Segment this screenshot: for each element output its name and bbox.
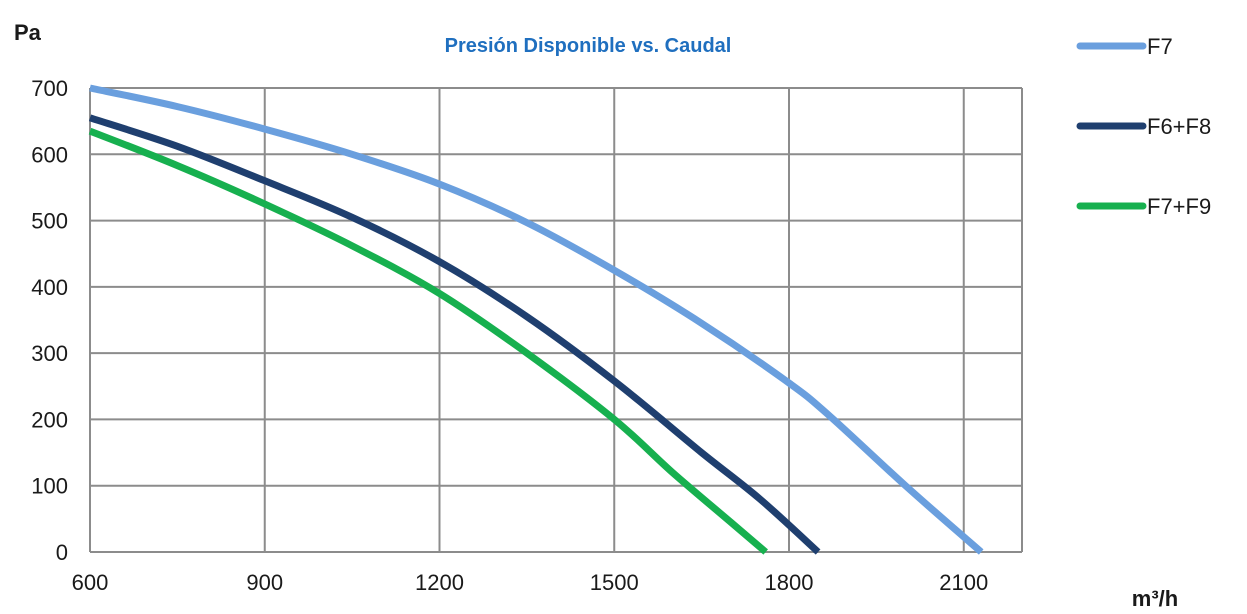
legend: F7 F6+F8 F7+F9 bbox=[1076, 34, 1211, 219]
x-tick-label: 1200 bbox=[415, 570, 464, 595]
legend-label-f7: F7 bbox=[1147, 34, 1173, 59]
chart-title: Presión Disponible vs. Caudal bbox=[445, 35, 732, 57]
y-tick-label: 700 bbox=[31, 76, 68, 101]
x-tick-label: 900 bbox=[246, 570, 283, 595]
y-tick-label: 600 bbox=[31, 142, 68, 167]
legend-label-f6-f8: F6+F8 bbox=[1147, 114, 1211, 139]
y-tick-label: 100 bbox=[31, 474, 68, 499]
x-axis-label: m³/h bbox=[1132, 586, 1178, 611]
series-lines bbox=[88, 84, 984, 555]
y-tick-label: 200 bbox=[31, 407, 68, 432]
grid-lines bbox=[89, 87, 1023, 553]
series-line-f7-f9 bbox=[88, 127, 768, 555]
x-tick-label: 2100 bbox=[939, 570, 988, 595]
axis-ticks: 0 100 200 300 400 500 600 700 600 900 1200 1500 1800… bbox=[31, 76, 988, 595]
y-tick-label: 0 bbox=[56, 540, 68, 565]
x-tick-label: 600 bbox=[72, 570, 109, 595]
legend-label-f7-f9: F7+F9 bbox=[1147, 194, 1211, 219]
y-tick-label: 300 bbox=[31, 341, 68, 366]
x-tick-label: 1800 bbox=[765, 570, 814, 595]
y-tick-label: 400 bbox=[31, 275, 68, 300]
y-tick-label: 500 bbox=[31, 209, 68, 234]
series-line-f7 bbox=[89, 84, 984, 555]
x-tick-label: 1500 bbox=[590, 570, 639, 595]
series-line-f6-f8 bbox=[88, 114, 821, 555]
y-axis-label: Pa bbox=[14, 20, 42, 45]
